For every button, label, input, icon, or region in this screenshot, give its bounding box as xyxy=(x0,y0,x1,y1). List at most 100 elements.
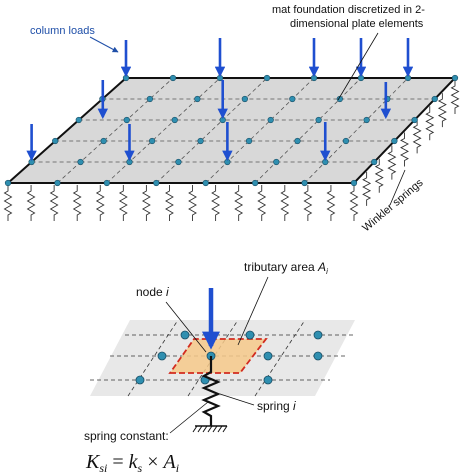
mesh-node xyxy=(224,158,231,166)
detail-node xyxy=(157,351,167,361)
winkler-spring xyxy=(326,185,336,221)
detail-node xyxy=(313,351,323,361)
mesh-node xyxy=(245,137,253,145)
mesh-node xyxy=(252,179,259,187)
mesh-node xyxy=(263,74,271,82)
mesh-node xyxy=(391,137,398,145)
winkler-spring xyxy=(349,185,359,221)
mesh-node xyxy=(77,158,84,166)
detail-spring xyxy=(192,356,228,433)
spring-constant-leader xyxy=(169,401,209,434)
mesh-node xyxy=(171,116,178,124)
mesh-node xyxy=(169,74,177,82)
winkler-spring xyxy=(400,132,409,167)
grid-line xyxy=(57,77,174,184)
mat-foundation-label-line1: mat foundation discretized in 2- xyxy=(272,4,425,16)
winkler-spring xyxy=(450,80,460,114)
mesh-node xyxy=(28,158,35,166)
mesh-node xyxy=(123,116,130,124)
mesh-node xyxy=(54,179,61,187)
tributary-area xyxy=(168,338,268,374)
winkler-spring xyxy=(425,106,435,141)
spring-constant-label: spring constant: xyxy=(84,429,169,443)
winkler-spring xyxy=(303,185,313,221)
mesh-node xyxy=(126,158,133,166)
mesh-node xyxy=(294,137,301,145)
detail-grid-line xyxy=(254,319,306,397)
winkler-spring xyxy=(3,185,13,221)
node-label: node i xyxy=(136,285,169,299)
grid-line xyxy=(106,77,221,184)
detail-node xyxy=(263,375,273,385)
tributary-area-leader xyxy=(237,276,269,346)
winkler-spring xyxy=(141,185,151,221)
mesh-node xyxy=(310,74,318,82)
node-leader xyxy=(165,301,207,353)
spring-constant-formula: Ksi = ks × Ai xyxy=(85,451,179,475)
mesh-node xyxy=(194,95,201,103)
mesh-node xyxy=(75,116,82,124)
mesh-node xyxy=(197,137,204,145)
grid-line xyxy=(254,77,362,184)
mesh-node xyxy=(4,179,12,187)
detail-node xyxy=(313,330,323,340)
mat-mesh-grid xyxy=(31,77,435,184)
mesh-node xyxy=(219,116,226,124)
mat-foundation-leader xyxy=(337,32,379,101)
winkler-spring xyxy=(118,185,128,221)
winkler-springs-label: Winkler springs xyxy=(360,176,426,234)
winkler-spring-row xyxy=(3,80,460,221)
mesh-node xyxy=(451,74,459,82)
mesh-node xyxy=(322,158,329,166)
mesh-node xyxy=(273,158,280,166)
mesh-node xyxy=(315,116,322,124)
mat-foundation-label-line2: dimensional plate elements xyxy=(290,18,424,30)
mesh-node xyxy=(301,179,308,187)
spring-label: spring i xyxy=(257,399,296,413)
winkler-spring xyxy=(362,171,372,206)
tributary-area-label: tributary area Ai xyxy=(244,260,328,276)
mesh-node xyxy=(350,179,358,187)
grid-line xyxy=(156,77,268,184)
winkler-spring xyxy=(26,185,36,221)
winkler-spring xyxy=(412,119,422,154)
winkler-spring xyxy=(165,185,174,221)
detail-node xyxy=(263,351,273,361)
mesh-node xyxy=(289,95,296,103)
mesh-node xyxy=(267,116,274,124)
winkler-spring xyxy=(374,158,384,193)
mesh-node xyxy=(431,95,438,103)
mesh-node xyxy=(146,95,153,103)
mesh-node xyxy=(357,74,365,82)
mesh-node xyxy=(241,95,248,103)
mesh-node xyxy=(175,158,182,166)
mesh-node xyxy=(100,137,107,145)
mesh-node xyxy=(363,116,370,124)
winkler-spring xyxy=(257,185,267,221)
mesh-node xyxy=(216,74,224,82)
mesh-node xyxy=(52,137,59,145)
grid-line xyxy=(304,77,409,184)
winkler-spring xyxy=(211,185,221,221)
mesh-node xyxy=(411,116,418,124)
winkler-spring xyxy=(437,93,447,128)
mesh-node xyxy=(149,137,156,145)
mesh-node xyxy=(103,179,110,187)
mesh-node xyxy=(153,179,160,187)
winkler-spring xyxy=(49,185,59,221)
winkler-springs-leader xyxy=(389,169,406,206)
winkler-spring xyxy=(280,185,290,221)
winkler-spring xyxy=(72,185,82,221)
spring-leader xyxy=(219,393,255,406)
mesh-node xyxy=(342,137,350,145)
detail-node xyxy=(245,330,255,340)
detail-node xyxy=(180,330,190,340)
winkler-spring xyxy=(234,185,244,221)
mesh-node xyxy=(202,179,209,187)
column-loads-leader xyxy=(89,36,119,53)
column-loads-label: column loads xyxy=(30,25,95,37)
mesh-node xyxy=(371,158,378,166)
mesh-node xyxy=(122,74,130,82)
winkler-spring xyxy=(95,185,105,221)
